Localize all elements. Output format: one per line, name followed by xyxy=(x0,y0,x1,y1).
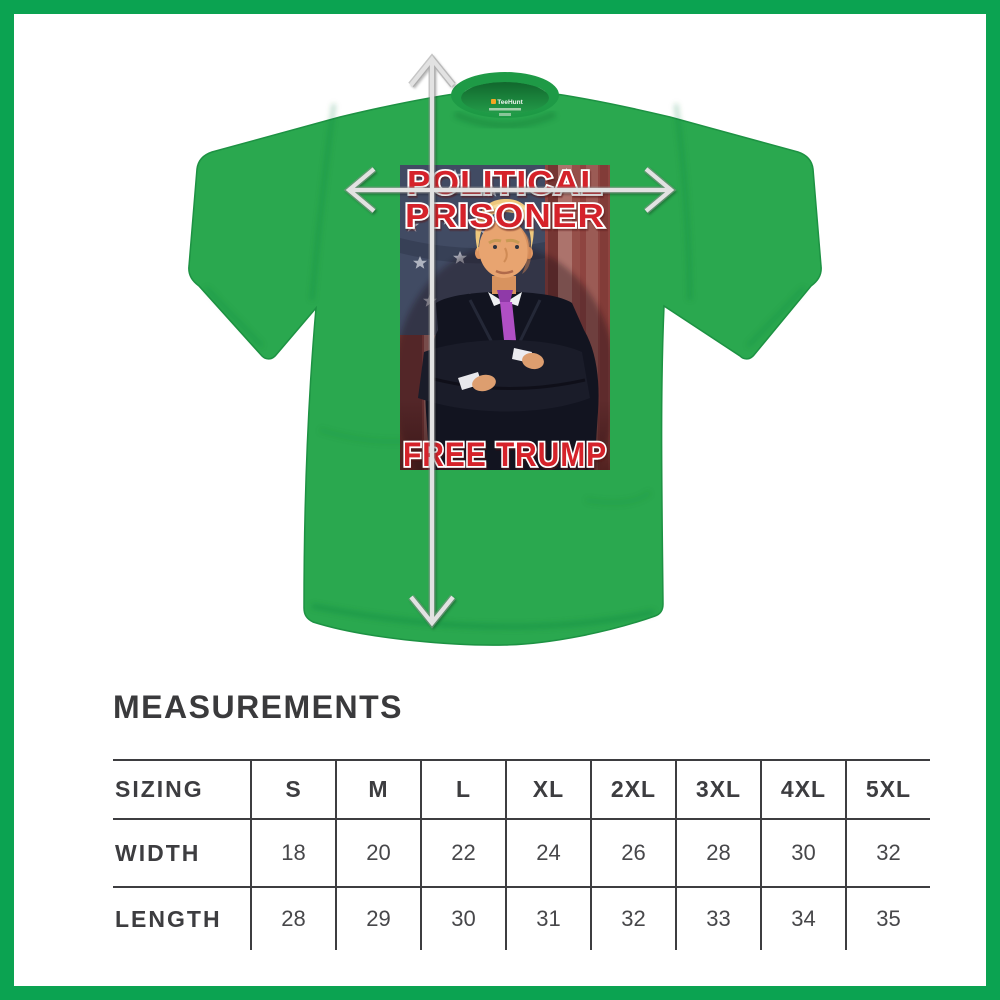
length-arrow xyxy=(409,55,455,627)
length-value-l: 30 xyxy=(420,888,505,950)
col-header-5xl: 5XL xyxy=(845,761,930,818)
col-header-xl: XL xyxy=(505,761,590,818)
length-value-5xl: 35 xyxy=(845,888,930,950)
width-value-5xl: 32 xyxy=(845,820,930,886)
mouth xyxy=(495,269,514,275)
face-shadow xyxy=(520,228,532,274)
brand-label: TeeHunt xyxy=(489,99,524,116)
face xyxy=(479,220,529,278)
width-value-l: 22 xyxy=(420,820,505,886)
col-header-s: S xyxy=(250,761,335,818)
tie xyxy=(500,302,516,346)
eye-right xyxy=(515,245,519,249)
length-value-m: 29 xyxy=(335,888,420,950)
arm-crease xyxy=(429,376,586,391)
width-arrow xyxy=(345,167,675,213)
fabric-shading xyxy=(204,103,806,630)
label-size-mark xyxy=(499,113,511,116)
col-header-l: L xyxy=(420,761,505,818)
hair xyxy=(475,198,534,252)
print-line-3: FREE TRUMP xyxy=(403,436,607,474)
print-line-1: POLITICAL xyxy=(407,164,603,201)
width-value-s: 18 xyxy=(250,820,335,886)
tie-knot xyxy=(497,290,513,302)
collar-opening xyxy=(461,82,549,114)
measurement-arrows xyxy=(343,53,677,629)
arrow-fill xyxy=(345,55,675,627)
table-row-length: LENGTH 28 29 30 31 32 33 34 35 xyxy=(113,888,930,950)
row-label-length: LENGTH xyxy=(115,905,222,932)
brand-label-text: TeeHunt xyxy=(497,99,523,106)
col-header-m: M xyxy=(335,761,420,818)
eyebrows xyxy=(488,238,520,245)
print-graphic: POLITICAL PRISONER FREE TRUMP xyxy=(400,164,610,474)
length-value-2xl: 32 xyxy=(590,888,675,950)
length-value-s: 28 xyxy=(250,888,335,950)
brand-logo-icon xyxy=(491,99,496,104)
width-value-3xl: 28 xyxy=(675,820,760,886)
length-value-4xl: 34 xyxy=(760,888,845,950)
print-slogan: POLITICAL PRISONER FREE TRUMP xyxy=(401,164,608,474)
col-header-3xl: 3XL xyxy=(675,761,760,818)
trump-figure xyxy=(418,198,599,470)
hand-right xyxy=(522,352,544,370)
table-header-row: SIZING S M L XL 2XL 3XL 4XL 5XL xyxy=(113,761,930,820)
col-header-sizing: SIZING xyxy=(115,776,204,802)
shirt-collar xyxy=(488,292,522,306)
neck xyxy=(492,276,516,294)
col-header-2xl: 2XL xyxy=(590,761,675,818)
collar-band xyxy=(451,72,559,118)
width-value-2xl: 26 xyxy=(590,820,675,886)
eye-left xyxy=(493,245,497,249)
row-label-width: WIDTH xyxy=(115,839,201,866)
width-value-4xl: 30 xyxy=(760,820,845,886)
section-title: MEASUREMENTS xyxy=(113,689,404,725)
nose xyxy=(503,247,508,263)
size-table: SIZING S M L XL 2XL 3XL 4XL 5XL WIDTH 18… xyxy=(113,759,930,950)
measurements-section: MEASUREMENTS SIZING S M L XL 2XL 3XL 4XL… xyxy=(113,688,930,950)
label-fineprint-line xyxy=(489,108,521,111)
print-line-2: PRISONER xyxy=(405,197,605,234)
hand-left xyxy=(472,374,496,392)
width-value-m: 20 xyxy=(335,820,420,886)
collar-shadow xyxy=(453,110,557,129)
width-value-xl: 24 xyxy=(505,820,590,886)
crossed-arms xyxy=(418,340,590,412)
hair-highlight xyxy=(482,202,528,214)
col-header-4xl: 4XL xyxy=(760,761,845,818)
length-value-xl: 31 xyxy=(505,888,590,950)
length-value-3xl: 33 xyxy=(675,888,760,950)
table-row-width: WIDTH 18 20 22 24 26 28 30 32 xyxy=(113,820,930,888)
